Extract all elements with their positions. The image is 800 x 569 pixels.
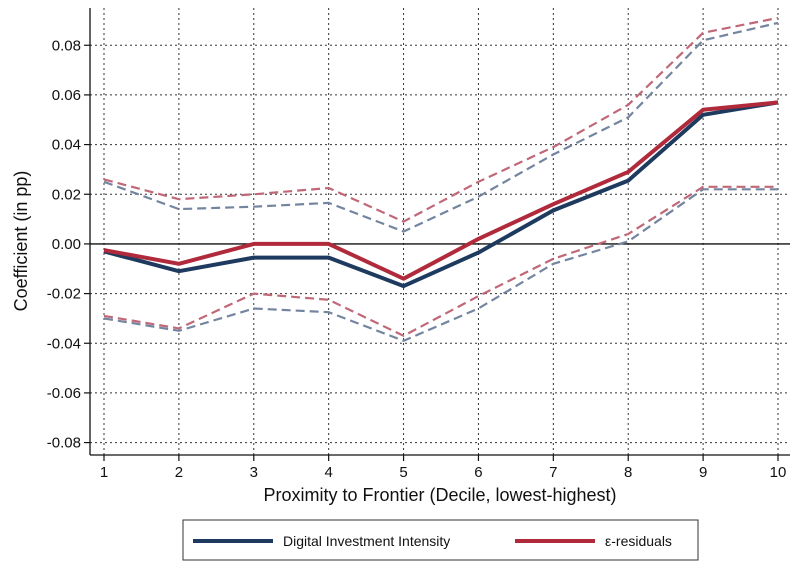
y-tick-label-7: 0.06 <box>52 87 81 104</box>
x-tick-label-6: 6 <box>474 464 482 481</box>
x-tick-label-7: 7 <box>549 464 557 481</box>
x-tick-label-9: 9 <box>699 464 707 481</box>
tick-labels: -0.08 -0.06 -0.04 -0.02 0.00 0.02 0.04 0.06 0.08… <box>47 37 787 481</box>
x-tick-label-3: 3 <box>250 464 258 481</box>
ci-lower-digital-investment <box>103 188 778 342</box>
y-tick-label-1: -0.06 <box>47 385 81 402</box>
x-tick-label-8: 8 <box>624 464 632 481</box>
y-axis-title: Coefficient (in pp) <box>11 171 31 312</box>
x-tick-label-1: 1 <box>100 464 108 481</box>
legend-label-digital-investment: Digital Investment Intensity <box>283 533 450 549</box>
y-tick-label-4: 0.00 <box>52 236 81 253</box>
y-tick-label-8: 0.08 <box>52 37 81 54</box>
x-tick-label-5: 5 <box>399 464 407 481</box>
y-tick-label-6: 0.04 <box>52 137 81 154</box>
y-tick-label-2: -0.04 <box>47 335 81 352</box>
legend-label-epsilon-residuals: ε-residuals <box>605 533 672 549</box>
y-tick-label-3: -0.02 <box>47 286 81 303</box>
ci-upper-digital-investment <box>103 21 779 233</box>
x-axis-title: Proximity to Frontier (Decile, lowest-hi… <box>263 485 616 505</box>
x-tick-label-4: 4 <box>324 464 332 481</box>
series-layer <box>103 16 779 342</box>
legend: Digital Investment Intensity ε-residuals <box>182 519 699 561</box>
ci-lower-epsilon-residuals <box>103 185 778 338</box>
series-line-epsilon-residuals <box>103 100 779 281</box>
x-tick-label-2: 2 <box>175 464 183 481</box>
x-tick-label-10: 10 <box>770 464 787 481</box>
ci-upper-epsilon-residuals <box>103 16 779 223</box>
y-tick-label-5: 0.02 <box>52 186 81 203</box>
series-line-digital-investment <box>103 100 779 289</box>
grid <box>90 8 790 455</box>
y-tick-label-0: -0.08 <box>47 435 81 452</box>
axes <box>89 8 790 456</box>
